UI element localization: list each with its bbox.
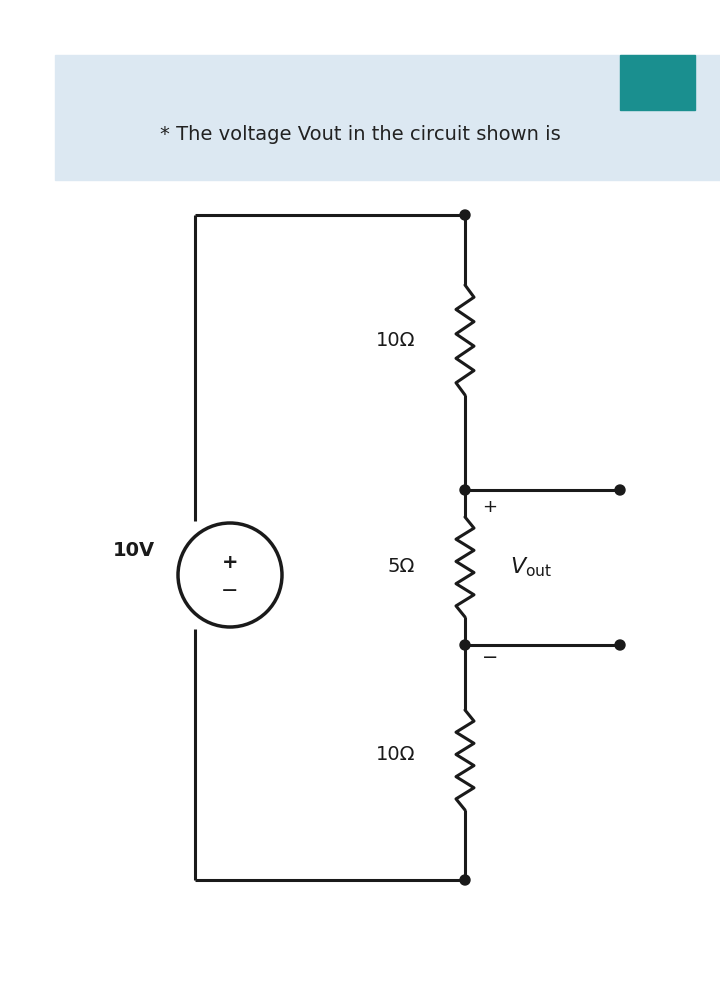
- Ellipse shape: [178, 523, 282, 627]
- Text: −: −: [221, 581, 239, 601]
- Text: 10Ω: 10Ω: [376, 330, 415, 349]
- Circle shape: [615, 640, 625, 650]
- Bar: [620, 55, 695, 110]
- Text: 10V: 10V: [113, 541, 155, 560]
- Circle shape: [460, 210, 470, 220]
- Circle shape: [460, 640, 470, 650]
- Text: * The voltage Vout in the circuit shown is: * The voltage Vout in the circuit shown …: [160, 126, 560, 144]
- Bar: [55, 55, 720, 180]
- Circle shape: [460, 875, 470, 885]
- Text: 10Ω: 10Ω: [376, 746, 415, 764]
- Circle shape: [615, 485, 625, 495]
- Text: $V_{\mathrm{out}}$: $V_{\mathrm{out}}$: [510, 555, 552, 579]
- Text: +: +: [482, 498, 498, 516]
- Text: −: −: [482, 649, 498, 668]
- Circle shape: [460, 485, 470, 495]
- Text: 5Ω: 5Ω: [387, 558, 415, 577]
- Text: +: +: [222, 554, 238, 573]
